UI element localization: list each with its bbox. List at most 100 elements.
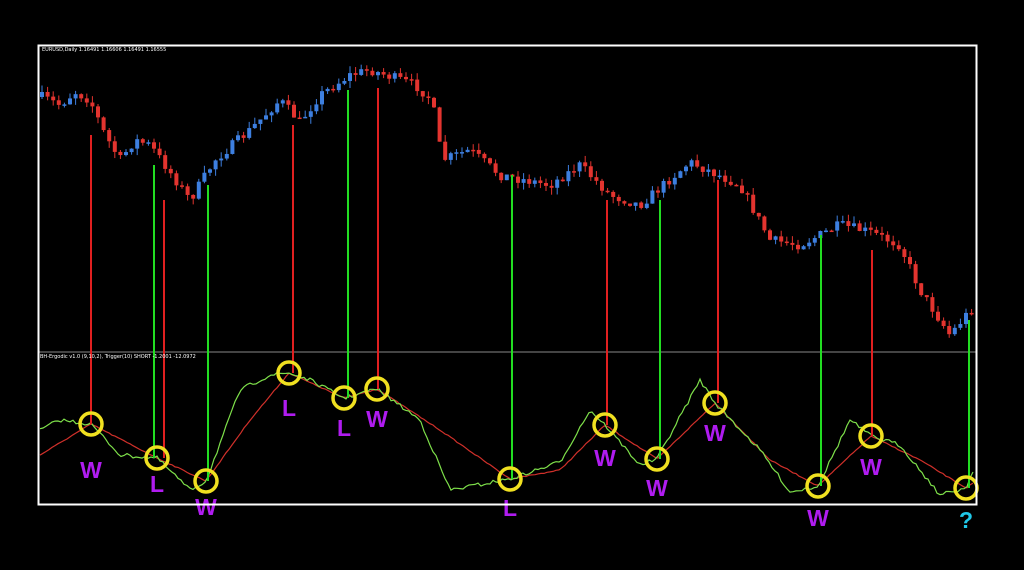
candle-body [314, 104, 319, 112]
signal-label: W [704, 420, 726, 446]
signal-label: L [503, 495, 517, 521]
candle-body [493, 163, 498, 173]
candle-body [168, 168, 173, 174]
price-candles [40, 64, 974, 338]
candle-body [616, 196, 621, 202]
candle-body [364, 69, 369, 71]
candle-body [432, 97, 436, 108]
candle-body [236, 135, 240, 141]
candle-body [420, 91, 425, 97]
candle-body [969, 312, 974, 315]
candle-body [325, 88, 330, 92]
candle-body [135, 139, 140, 149]
candle-body [577, 162, 582, 172]
candle-body [499, 172, 504, 181]
signal-label: W [594, 445, 616, 471]
candle-body [252, 123, 257, 129]
candle-body [90, 102, 95, 107]
signal-label: W [366, 406, 388, 432]
signal-label: L [337, 415, 351, 441]
candle-body [796, 244, 800, 250]
candle-body [230, 140, 235, 154]
candle-body [913, 264, 918, 284]
candle-body [51, 96, 56, 101]
candle-body [891, 241, 896, 246]
candle-body [588, 166, 593, 178]
candle-body [331, 88, 336, 91]
signal-circle [702, 390, 728, 416]
candle-body [174, 173, 179, 186]
candle-body [180, 185, 184, 187]
candle-body [73, 94, 78, 99]
candle-body [124, 152, 128, 156]
candle-body [482, 153, 487, 159]
candle-body [566, 171, 571, 182]
candle-body [756, 212, 761, 217]
candle-body [695, 160, 700, 167]
candle-body [896, 245, 901, 250]
candle-body [286, 100, 291, 105]
candle-body [728, 181, 733, 185]
candle-body [208, 169, 212, 173]
signal-label: W [646, 475, 668, 501]
signal-label: L [282, 395, 296, 421]
candle-body [560, 179, 565, 182]
candle-body [852, 223, 856, 226]
candle-body [448, 153, 453, 160]
candle-body [258, 119, 263, 124]
candle-body [549, 185, 554, 188]
candle-body [404, 76, 408, 80]
candle-body [779, 236, 784, 242]
candle-body [762, 216, 767, 231]
candle-body [572, 171, 576, 173]
signal-circle [644, 446, 670, 472]
candle-body [454, 152, 459, 154]
candle-body [706, 169, 711, 172]
signal-circle [144, 445, 170, 471]
candle-body [751, 194, 756, 213]
candle-body [930, 297, 935, 312]
candle-body [919, 283, 924, 296]
candle-body [773, 236, 778, 240]
candle-body [818, 231, 823, 239]
candle-body [426, 96, 431, 98]
candle-body [392, 73, 397, 79]
candle-body [297, 117, 302, 120]
candle-body [527, 179, 532, 184]
candle-body [784, 241, 789, 244]
candle-body [146, 142, 151, 144]
candle-body [863, 227, 868, 232]
candle-body [644, 203, 649, 208]
candle-body [247, 128, 252, 138]
candle-body [56, 100, 61, 105]
candle-body [678, 171, 683, 178]
candle-body [202, 172, 207, 182]
signal-circle [858, 423, 884, 449]
signal-label: L [150, 471, 164, 497]
candle-body [672, 177, 677, 185]
candle-body [213, 160, 218, 170]
candle-body [45, 92, 50, 97]
candle-body [112, 141, 117, 152]
candle-body [40, 92, 44, 97]
candle-body [689, 160, 694, 167]
candle-body [684, 166, 688, 172]
candle-body [460, 152, 464, 154]
candle-body [538, 180, 543, 184]
candle-body [532, 180, 537, 184]
candle-body [191, 194, 196, 199]
candle-body [140, 139, 145, 143]
candle-body [667, 180, 672, 185]
candle-body [717, 175, 722, 178]
candle-body [96, 106, 100, 118]
signal-circle [497, 466, 523, 492]
candle-body [740, 185, 744, 194]
candle-body [880, 232, 884, 235]
candle-body [387, 74, 392, 79]
candle-body [544, 183, 548, 186]
indicator-header: BH-Ergodic v1.0 (9,10,2), Trigger(10) SH… [40, 354, 196, 360]
candle-body [443, 141, 448, 160]
candle-body [504, 174, 509, 181]
signal-circle [592, 412, 618, 438]
candle-body [370, 70, 375, 76]
